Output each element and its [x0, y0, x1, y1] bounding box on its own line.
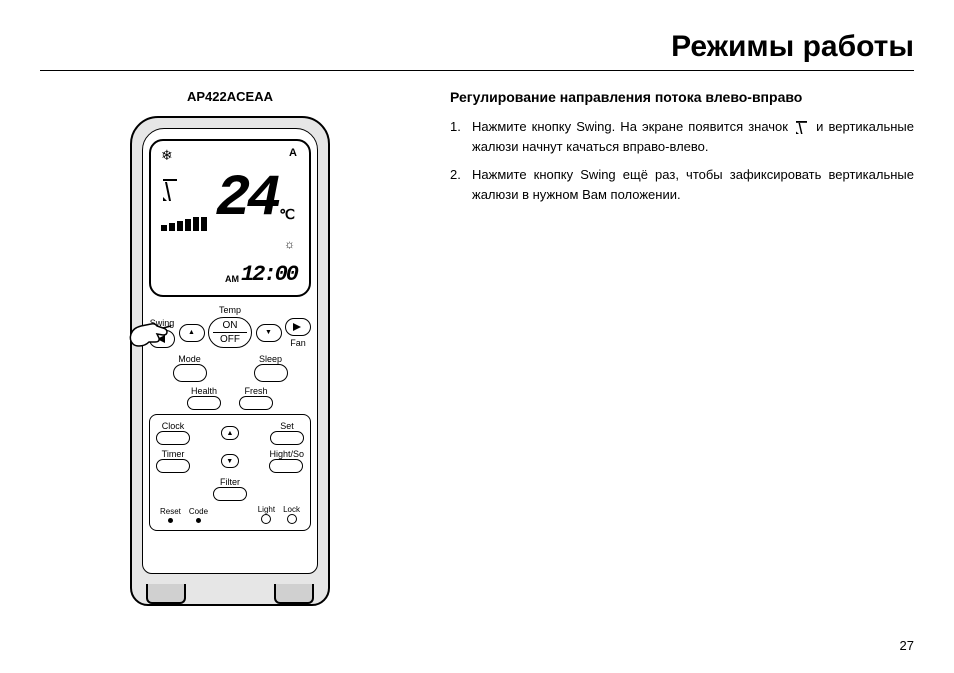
- swing-indicator-icon: [161, 179, 181, 208]
- clock-time: 12:00: [241, 262, 297, 287]
- mode-label: Mode: [173, 354, 207, 364]
- page-title: Режимы работы: [40, 30, 914, 71]
- temperature-display: 24 ℃: [216, 171, 295, 229]
- health-label: Health: [187, 386, 221, 396]
- lcd-screen: ❄ A 24 ℃: [149, 139, 311, 297]
- instruction-item-1: 1. Нажмите кнопку Swing. На экране появи…: [450, 117, 914, 157]
- main-control-row: Swing ON OFF: [149, 317, 311, 348]
- temp-value: 24: [216, 171, 278, 229]
- auto-indicator: A: [289, 147, 297, 159]
- temp-down-button[interactable]: [256, 324, 282, 342]
- on-off-button[interactable]: ON OFF: [208, 317, 252, 348]
- adjust-up-button[interactable]: [221, 426, 239, 440]
- item-number: 1.: [450, 117, 464, 157]
- on-label: ON: [223, 320, 238, 331]
- clock-button[interactable]: [156, 431, 190, 445]
- section-heading: Регулирование направления потока влево-в…: [450, 89, 914, 105]
- light-label: Light: [258, 505, 275, 514]
- instruction-text-before: Нажмите кнопку Swing. На экране появится…: [472, 119, 788, 134]
- timer-button[interactable]: [156, 459, 190, 473]
- fresh-button[interactable]: [239, 396, 273, 410]
- item-number: 2.: [450, 165, 464, 205]
- right-column: Регулирование направления потока влево-в…: [450, 89, 914, 606]
- remote-figure: ❄ A 24 ℃: [40, 116, 420, 606]
- timer-label: Timer: [156, 449, 190, 459]
- indicator-row: Reset Code: [156, 505, 304, 526]
- set-label: Set: [270, 421, 304, 431]
- remote-inner: ❄ A 24 ℃: [142, 128, 318, 574]
- remote-feet: [132, 584, 328, 606]
- clock-ampm: AM: [225, 274, 239, 284]
- swing-inline-icon: [795, 121, 809, 135]
- instruction-item-2: 2. Нажмите кнопку Swing ещё раз, чтобы з…: [450, 165, 914, 205]
- fan-speed-bars: [161, 213, 207, 231]
- page-number: 27: [900, 638, 914, 653]
- light-indicator: [261, 514, 271, 524]
- temp-unit: ℃: [279, 206, 295, 223]
- fan-button[interactable]: [285, 318, 311, 336]
- fresh-label: Fresh: [239, 386, 273, 396]
- clock-label: Clock: [156, 421, 190, 431]
- fan-label: Fan: [290, 338, 306, 348]
- sun-icon: ☼: [284, 237, 295, 251]
- snowflake-icon: ❄: [161, 147, 173, 164]
- health-button[interactable]: [187, 396, 221, 410]
- code-label: Code: [189, 507, 208, 516]
- clock-display: AM 12:00: [225, 262, 297, 287]
- hight-so-label: Hight/So: [269, 449, 304, 459]
- temp-up-button[interactable]: [179, 324, 205, 342]
- mode-button[interactable]: [173, 364, 207, 382]
- set-button[interactable]: [270, 431, 304, 445]
- remote-body: ❄ A 24 ℃: [130, 116, 330, 606]
- filter-label: Filter: [213, 477, 247, 487]
- instruction-list: 1. Нажмите кнопку Swing. На экране появи…: [450, 117, 914, 206]
- filter-button[interactable]: [213, 487, 247, 501]
- model-label: AP422ACEAA: [40, 89, 420, 104]
- off-label: OFF: [220, 334, 240, 345]
- left-column: AP422ACEAA ❄ A: [40, 89, 420, 606]
- sleep-label: Sleep: [254, 354, 288, 364]
- lower-panel: Clock Set T: [149, 414, 311, 531]
- adjust-down-button[interactable]: [221, 454, 239, 468]
- reset-hole[interactable]: [168, 518, 173, 523]
- temp-label: Temp: [149, 305, 311, 315]
- pointing-hand-icon: [127, 314, 173, 350]
- content-area: AP422ACEAA ❄ A: [40, 89, 914, 606]
- sleep-button[interactable]: [254, 364, 288, 382]
- button-area: Temp Swing: [149, 305, 311, 531]
- lock-label: Lock: [283, 505, 300, 514]
- code-hole[interactable]: [196, 518, 201, 523]
- reset-label: Reset: [160, 507, 181, 516]
- instruction-text: Нажмите кнопку Swing ещё раз, чтобы зафи…: [472, 165, 914, 205]
- hight-so-button[interactable]: [269, 459, 303, 473]
- lock-indicator: [287, 514, 297, 524]
